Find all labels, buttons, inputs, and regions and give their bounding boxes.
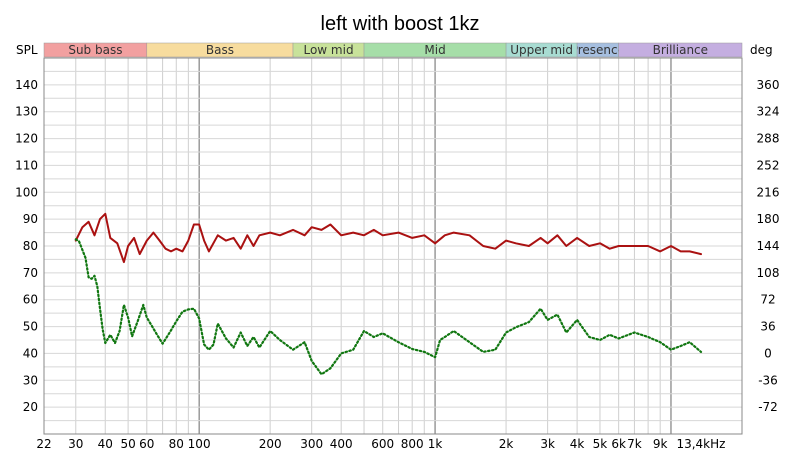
band-label: Presence — [571, 43, 625, 57]
plot-border — [43, 57, 743, 435]
y2-tick-label: -36 — [758, 373, 778, 387]
x-axis: 22 30 40 50 60 80 100 200 300 400 600 800 1k 2k 3k 4k 5k… — [36, 437, 725, 451]
y2-tick-label: 0 — [764, 346, 772, 360]
y-tick-label: 50 — [23, 320, 38, 334]
x-tick-label: 22 — [36, 437, 51, 451]
series-line-2 — [74, 238, 703, 376]
y2-tick-label: 36 — [760, 320, 775, 334]
x-tick-label: 30 — [68, 437, 83, 451]
x-tick-label: 7k — [627, 437, 642, 451]
y2-tick-label: 324 — [757, 105, 780, 119]
band-label: Sub bass — [68, 43, 122, 57]
y2-tick-label: 108 — [757, 266, 780, 280]
x-tick-label: 3k — [540, 437, 555, 451]
x-tick-label: 80 — [169, 437, 184, 451]
x-tick-label: 13,4kHz — [676, 437, 725, 451]
band-label: Bass — [206, 43, 234, 57]
y-tick-label: 40 — [23, 346, 38, 360]
x-tick-label: 5k — [593, 437, 608, 451]
series — [74, 212, 703, 376]
series-line-1 — [74, 212, 702, 264]
right-axis-unit: deg — [750, 43, 773, 57]
y2-tick-label: 180 — [757, 212, 780, 226]
y2-tick-label: 144 — [757, 239, 780, 253]
x-tick-label: 400 — [330, 437, 353, 451]
band-brilliance — [618, 42, 743, 58]
y-tick-label: 30 — [23, 373, 38, 387]
y-tick-label: 140 — [15, 78, 38, 92]
x-tick-label: 200 — [259, 437, 282, 451]
y-tick-label: 60 — [23, 293, 38, 307]
y2-tick-label: 252 — [757, 158, 780, 172]
y-tick-label: 20 — [23, 400, 38, 414]
x-tick-label: 1k — [428, 437, 443, 451]
x-tick-label: 800 — [401, 437, 424, 451]
y2-tick-label: 288 — [757, 132, 780, 146]
left-axis-unit: SPL — [16, 43, 38, 57]
x-tick-label: 9k — [653, 437, 668, 451]
x-tick-label: 4k — [570, 437, 585, 451]
band-label: Upper mid — [510, 43, 573, 57]
y2-tick-label: 72 — [760, 293, 775, 307]
y2-tick-label: -72 — [758, 400, 778, 414]
y-tick-label: 110 — [15, 158, 38, 172]
y-tick-label: 70 — [23, 266, 38, 280]
band-label: Low mid — [303, 43, 353, 57]
x-tick-label: 6k — [611, 437, 626, 451]
y-tick-label: 100 — [15, 185, 38, 199]
y2-tick-label: 360 — [757, 78, 780, 92]
x-tick-label: 50 — [120, 437, 135, 451]
x-tick-label: 600 — [371, 437, 394, 451]
y-tick-label: 80 — [23, 239, 38, 253]
y-tick-label: 130 — [15, 105, 38, 119]
right-y-axis: -72 -36 0 36 72 108 144 180 216 252 288 324 360 — [757, 78, 780, 414]
band-label: Brilliance — [653, 43, 708, 57]
chart-title: left with boost 1kz — [321, 13, 480, 35]
y-tick-label: 120 — [15, 132, 38, 146]
band-label: Mid — [424, 43, 445, 57]
left-y-axis: 20 30 40 50 60 70 80 90 100 110 120 130 140 — [15, 78, 38, 414]
x-tick-label: 2k — [499, 437, 514, 451]
y-tick-label: 90 — [23, 212, 38, 226]
x-tick-label: 40 — [98, 437, 113, 451]
x-tick-label: 60 — [139, 437, 154, 451]
x-tick-label: 100 — [188, 437, 211, 451]
x-tick-label: 300 — [300, 437, 323, 451]
y2-tick-label: 216 — [757, 185, 780, 199]
